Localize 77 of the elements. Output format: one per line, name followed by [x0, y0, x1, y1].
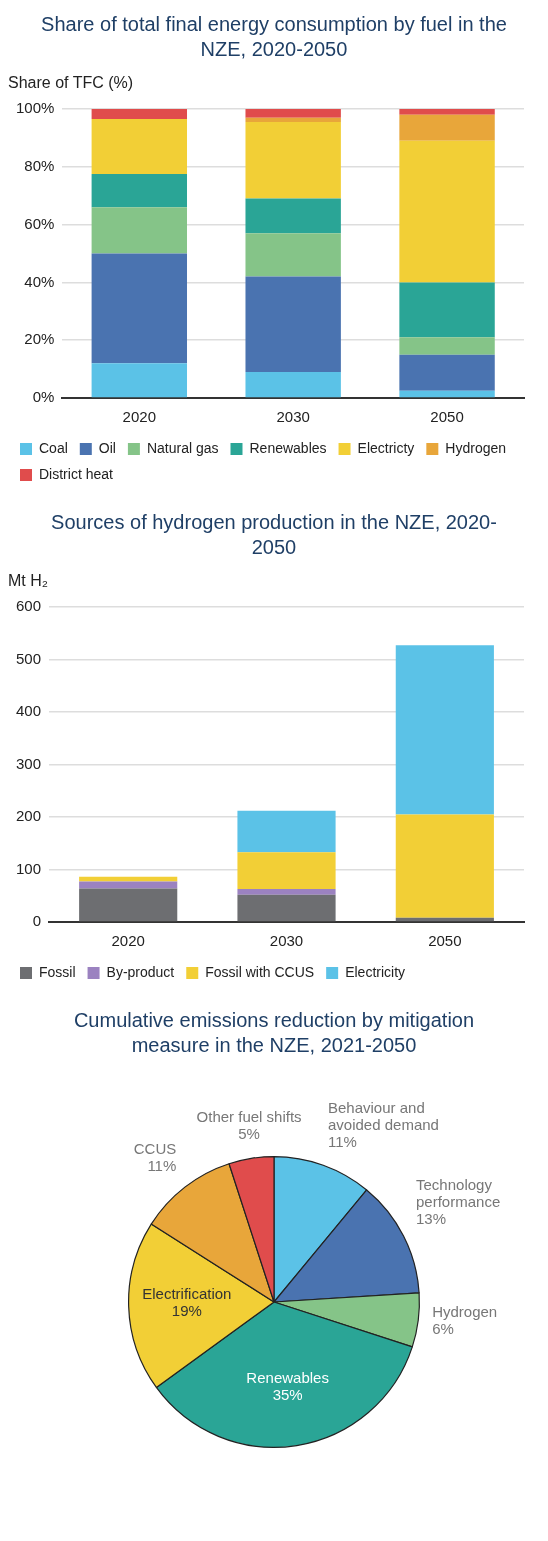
legend-label: By-product — [106, 963, 175, 980]
data-label: 6% — [432, 1319, 454, 1337]
data-label: 11% — [147, 1156, 177, 1174]
data-label: 13% — [416, 1210, 447, 1228]
slice-label: Electrification — [142, 1285, 232, 1303]
legend-label: Hydrogen — [445, 439, 507, 456]
x-tick-label: 2020 — [122, 408, 156, 426]
bar — [79, 876, 178, 882]
slice-label: Hydrogen — [432, 1302, 498, 1320]
chart-title: Sources of hydrogen production in the NZE, 2020-2050 — [50, 510, 498, 560]
y-tick-label: 100% — [15, 99, 55, 117]
bar — [91, 363, 188, 398]
x-tick-label: 2030 — [276, 408, 310, 426]
data-label: 11% — [327, 1132, 357, 1150]
y-tick-label: 100 — [16, 859, 42, 877]
legend-label: Electricty — [357, 439, 415, 456]
legend-label: District heat — [39, 465, 114, 482]
slice-label: Other fuel shifts — [196, 1108, 302, 1126]
x-tick-label: 2020 — [111, 932, 145, 950]
bar — [395, 814, 494, 918]
bar — [245, 233, 341, 277]
legend-label: Coal — [39, 439, 68, 456]
bar — [399, 282, 495, 338]
bar — [245, 109, 341, 118]
data-label: 35% — [272, 1385, 303, 1403]
y-tick-label: 0 — [32, 912, 42, 930]
y-tick-label: 300 — [16, 754, 42, 772]
y-tick-label: 80% — [24, 156, 55, 174]
bar — [91, 119, 188, 175]
chart-title: Cumulative emissions reduction by mitigation measure in the NZE, 2021-2050 — [72, 1008, 476, 1058]
y-tick-label: 60% — [24, 214, 55, 232]
bar — [399, 114, 495, 141]
bar — [399, 354, 495, 391]
legend-label: Natural gas — [146, 439, 219, 456]
y-axis-title: Mt H₂ — [8, 572, 49, 590]
y-tick-label: 0% — [32, 388, 55, 406]
bar — [399, 109, 495, 115]
y-tick-label: 40% — [24, 272, 55, 290]
y-tick-label: 400 — [16, 702, 42, 720]
legend-label: Fossil — [39, 963, 76, 980]
bar — [237, 852, 336, 889]
bar — [91, 109, 188, 120]
slice-label: Behaviour and avoided demand — [327, 1098, 439, 1133]
bar — [395, 645, 494, 815]
bar — [91, 253, 188, 364]
slice-label: CCUS — [133, 1139, 177, 1157]
legend-label: Electricity — [345, 963, 406, 980]
bar — [79, 888, 178, 922]
data-label: 19% — [171, 1302, 202, 1320]
bar — [237, 888, 336, 895]
x-tick-label: 2050 — [430, 408, 464, 426]
bar — [91, 174, 188, 208]
bar — [399, 140, 495, 283]
bar — [237, 810, 336, 853]
bar — [91, 207, 188, 254]
bar — [245, 198, 341, 234]
data-label: 5% — [238, 1125, 260, 1143]
bar — [399, 390, 495, 398]
y-tick-label: 600 — [16, 597, 42, 615]
bar — [245, 122, 341, 199]
chart-title: Share of total final energy consumption by fuel in the NZE, 2020-2050 — [40, 12, 508, 62]
y-tick-label: 500 — [16, 649, 42, 667]
slice-label: Renewables — [246, 1368, 329, 1386]
slice-label: Technology performance — [416, 1176, 501, 1211]
legend-label: Fossil with CCUS — [205, 963, 315, 980]
bar — [245, 276, 341, 372]
y-tick-label: 200 — [16, 807, 42, 825]
y-axis-title: Share of TFC (%) — [8, 74, 135, 92]
legend-label: Oil — [98, 439, 116, 456]
bar — [237, 894, 336, 922]
x-tick-label: 2050 — [428, 932, 462, 950]
bar — [399, 337, 495, 355]
bar — [245, 117, 341, 123]
x-tick-label: 2030 — [269, 932, 304, 950]
y-tick-label: 20% — [24, 330, 55, 348]
legend-label: Renewables — [249, 439, 327, 456]
bar — [245, 371, 341, 398]
